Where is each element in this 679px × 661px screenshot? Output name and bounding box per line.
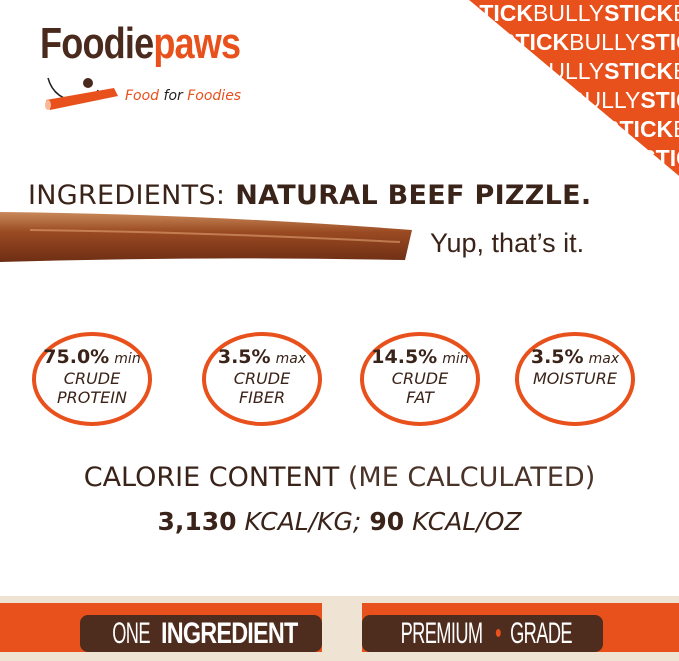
nutrient-value: 3.5% xyxy=(530,346,584,368)
calorie-title-text: CALORIE CONTENT xyxy=(83,462,340,493)
nutrient-badge: 3.5% max CRUDE FIBER xyxy=(200,330,324,428)
banner-premium: PREMIUM xyxy=(400,617,484,650)
calorie-note: (ME CALCULATED) xyxy=(347,462,596,493)
calorie-values: 3,130 KCAL/KG; 90 KCAL/OZ xyxy=(0,507,679,536)
calorie-unit-kg: KCAL/KG; xyxy=(244,507,362,536)
badge-ring-icon xyxy=(360,332,480,426)
corner-pattern-row: STICKBULLYSTICKBULLY xyxy=(469,0,679,26)
corner-pattern-row: STICKBULLYSTICKBULLY xyxy=(469,58,679,84)
nutrient-value: 14.5% xyxy=(371,346,438,368)
tagline-for: for xyxy=(163,88,183,104)
nutrient-value: 75.0% xyxy=(43,346,110,368)
nutrient-label-line2: PROTEIN xyxy=(57,388,127,407)
nutrient-badge: 75.0% min CRUDE PROTEIN xyxy=(30,330,154,428)
tagline-food: Food xyxy=(125,88,160,104)
banner-one: ONE xyxy=(112,617,150,650)
banner-ingredient: INGREDIENT xyxy=(160,617,298,650)
bully-stick-logo-icon xyxy=(45,77,118,110)
premium-grade-banner: PREMIUM • GRADE xyxy=(362,615,603,652)
nutrient-label-line1: CRUDE xyxy=(63,369,121,388)
nutrient-qualifier: min xyxy=(442,351,469,367)
corner-pattern-row: BULLYSTICKBULLYSTICK xyxy=(469,87,679,113)
nutrient-label-line2: FAT xyxy=(406,388,434,407)
banner-grade: GRADE xyxy=(510,617,573,650)
nutrient-qualifier: min xyxy=(114,351,141,367)
calorie-value-kg: 3,130 xyxy=(157,507,237,536)
banner-dot: • xyxy=(494,617,501,650)
badge-ring-icon xyxy=(202,332,322,426)
corner-pattern-row: BULLYSTICKBULLYSTICK xyxy=(469,145,679,171)
stripe-gap xyxy=(322,603,362,652)
nutrient-label-line1: MOISTURE xyxy=(533,369,617,388)
nutrient-qualifier: max xyxy=(588,351,620,367)
brand-logo: Foodiepaws Food for Foodies xyxy=(40,19,284,110)
calorie-value-oz: 90 xyxy=(369,507,405,536)
ingredients-value: NATURAL BEEF PIZZLE. xyxy=(235,180,592,211)
calorie-unit-oz: KCAL/OZ xyxy=(412,507,522,536)
logo-text-foodie: Foodie xyxy=(40,19,154,68)
nutrient-label-line1: CRUDE xyxy=(391,369,449,388)
ingredients-headline: INGREDIENTS: NATURAL BEEF PIZZLE. xyxy=(28,180,592,211)
nutrient-label-line1: CRUDE xyxy=(233,369,291,388)
nutrient-value: 3.5% xyxy=(217,346,271,368)
nutrient-badge: 3.5% max MOISTURE xyxy=(513,330,637,428)
nutrient-label-line2: FIBER xyxy=(238,388,286,407)
corner-pattern-row: BULLYSTICKBULLYSTICK xyxy=(469,29,679,55)
tagline-foodies: Foodies xyxy=(187,88,242,104)
one-ingredient-banner: ONE INGREDIENT xyxy=(80,615,322,652)
bully-stick-image xyxy=(0,212,412,262)
nutrient-qualifier: max xyxy=(275,351,307,367)
logo-text-paws: paws xyxy=(153,19,241,68)
nutrient-badge: 14.5% min CRUDE FAT xyxy=(358,330,482,428)
ingredients-label: INGREDIENTS: xyxy=(28,180,226,211)
bully-stick-corner-pattern: STICKBULLYSTICKBULLY BULLYSTICKBULLYSTICK… xyxy=(469,0,679,176)
badge-ring-icon xyxy=(32,332,152,426)
calorie-title: CALORIE CONTENT (ME CALCULATED) xyxy=(0,462,679,493)
badge-ring-icon xyxy=(515,332,635,426)
corner-pattern-row: STICKBULLYSTICKBULLY xyxy=(469,116,679,142)
subline-text: Yup, that’s it. xyxy=(430,228,585,258)
